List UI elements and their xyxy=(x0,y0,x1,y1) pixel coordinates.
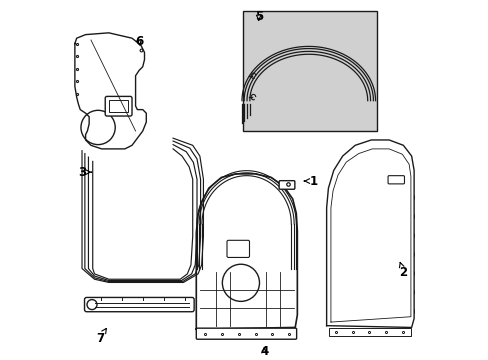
FancyBboxPatch shape xyxy=(226,240,249,257)
Text: 4: 4 xyxy=(260,345,268,358)
Text: 5: 5 xyxy=(254,10,263,23)
Text: 6: 6 xyxy=(135,35,143,48)
Text: 2: 2 xyxy=(399,262,407,279)
FancyBboxPatch shape xyxy=(105,96,132,116)
Text: 7: 7 xyxy=(96,328,106,345)
Text: 1: 1 xyxy=(304,175,318,188)
FancyBboxPatch shape xyxy=(84,297,194,312)
Bar xyxy=(242,12,376,131)
Bar xyxy=(329,328,410,336)
Bar xyxy=(108,100,128,112)
Text: 3: 3 xyxy=(78,166,91,179)
FancyBboxPatch shape xyxy=(279,181,294,189)
FancyBboxPatch shape xyxy=(196,328,296,339)
FancyBboxPatch shape xyxy=(387,176,404,184)
